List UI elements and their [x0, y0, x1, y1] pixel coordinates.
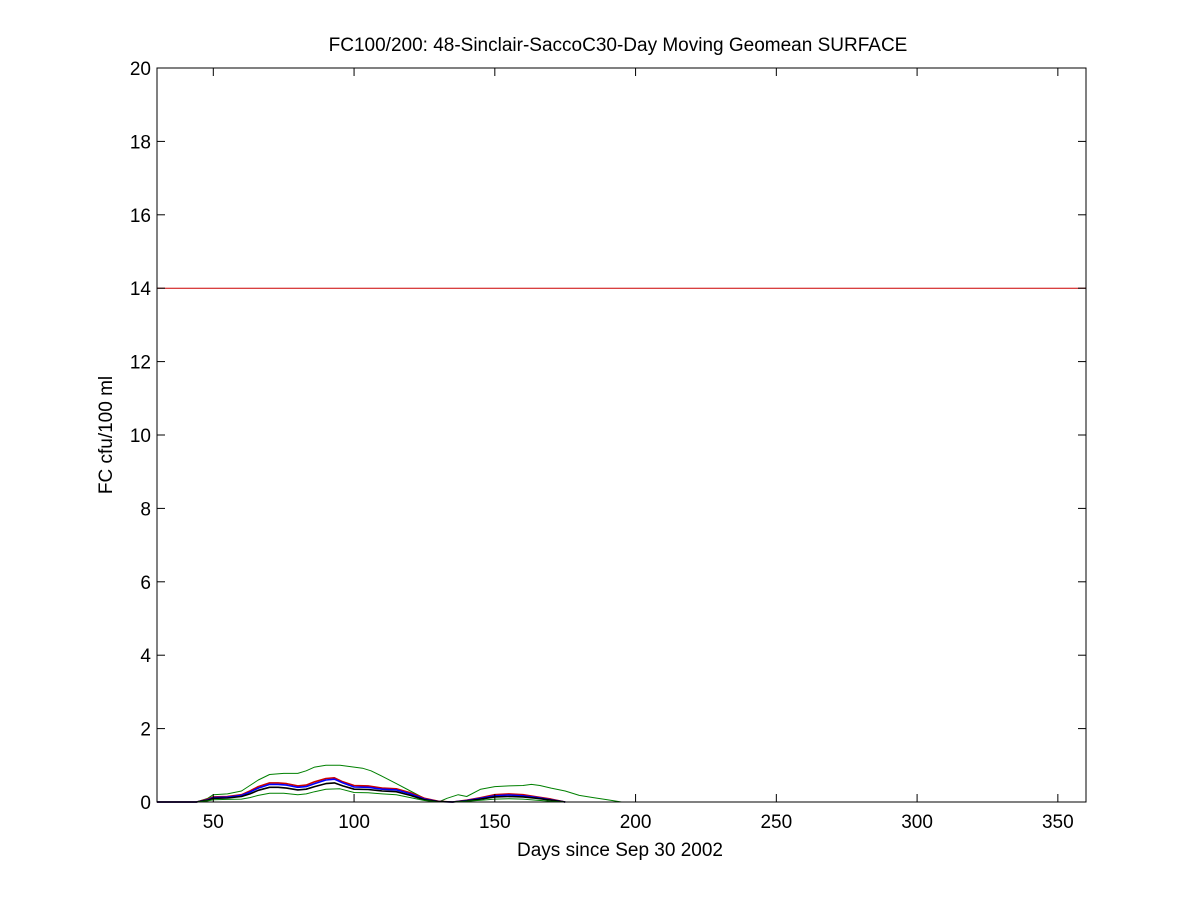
y-tick-label: 4: [140, 646, 151, 667]
plot-area: [157, 287, 1086, 803]
y-tick-label: 2: [140, 720, 151, 741]
y-tick-label: 8: [140, 499, 151, 520]
x-tick-label: 350: [1042, 812, 1074, 833]
y-tick-label: 10: [130, 426, 151, 447]
plot-frame: [156, 67, 1087, 803]
x-tick-label: 50: [203, 812, 224, 833]
y-tick-label: 12: [130, 353, 151, 374]
y-axis-label: FC cfu/100 ml: [96, 376, 117, 494]
y-tick-label: 16: [130, 206, 151, 227]
y-tick-label: 0: [140, 793, 151, 814]
series-line-3: [157, 782, 566, 803]
axis-ticks: 50 100 150 200 250 300 350 0 2 4 6 8 10 12 14 16 18 20: [130, 59, 1086, 833]
x-tick-label: 100: [338, 812, 370, 833]
x-tick-label: 250: [760, 812, 792, 833]
y-tick-label: 20: [130, 59, 151, 80]
x-tick-label: 200: [620, 812, 652, 833]
y-tick-label: 18: [130, 132, 151, 153]
x-axis-label: Days since Sep 30 2002: [517, 840, 723, 861]
chart-title: FC100/200: 48-Sinclair-SaccoC30-Day Movi…: [329, 35, 908, 56]
series-line-2: [157, 778, 566, 803]
y-tick-label: 6: [140, 573, 151, 594]
y-tick-label: 14: [130, 279, 152, 300]
x-tick-label: 150: [479, 812, 511, 833]
series-line-0: [157, 764, 622, 803]
x-tick-label: 300: [901, 812, 933, 833]
